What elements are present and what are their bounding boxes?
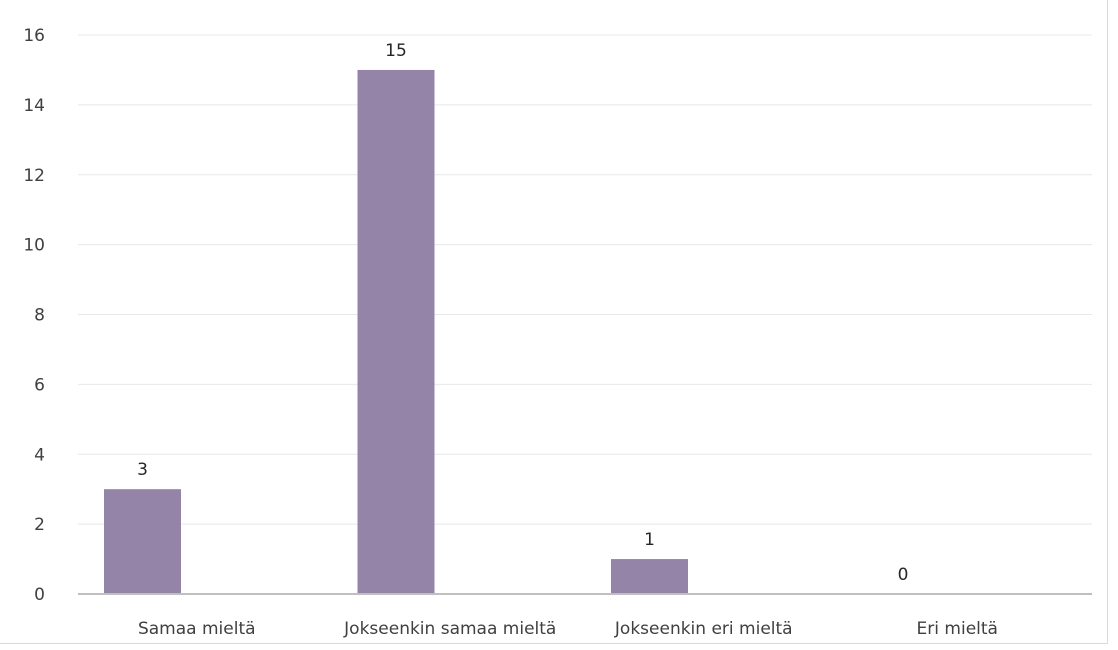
y-tick-label: 12 <box>23 166 45 186</box>
bars <box>104 69 688 594</box>
data-label: 1 <box>644 530 655 550</box>
y-tick-label: 0 <box>34 585 45 605</box>
y-tick-label: 8 <box>34 306 45 326</box>
y-axis-tick-labels: 0 2 4 6 8 10 12 14 16 <box>23 26 45 605</box>
y-tick-label: 10 <box>23 236 45 256</box>
bar <box>611 559 688 594</box>
data-label: 0 <box>898 565 909 585</box>
bar <box>104 489 181 594</box>
y-tick-label: 14 <box>23 96 45 116</box>
y-tick-label: 6 <box>34 375 45 395</box>
data-label: 3 <box>137 460 148 480</box>
data-label: 15 <box>385 41 407 61</box>
bar <box>357 69 435 594</box>
x-category-label: Jokseenkin samaa mieltä <box>343 619 556 639</box>
y-tick-label: 4 <box>34 445 45 465</box>
y-tick-label: 2 <box>34 515 45 535</box>
x-category-label: Samaa mieltä <box>138 619 256 639</box>
x-category-label: Eri mieltä <box>917 619 998 639</box>
x-axis-category-labels: Samaa mieltä Jokseenkin samaa mieltä Jokse… <box>138 619 998 639</box>
gridlines <box>78 34 1092 525</box>
x-category-label: Jokseenkin eri mieltä <box>614 619 793 639</box>
data-labels: 3 15 1 0 <box>137 41 908 585</box>
y-tick-label: 16 <box>23 26 45 46</box>
